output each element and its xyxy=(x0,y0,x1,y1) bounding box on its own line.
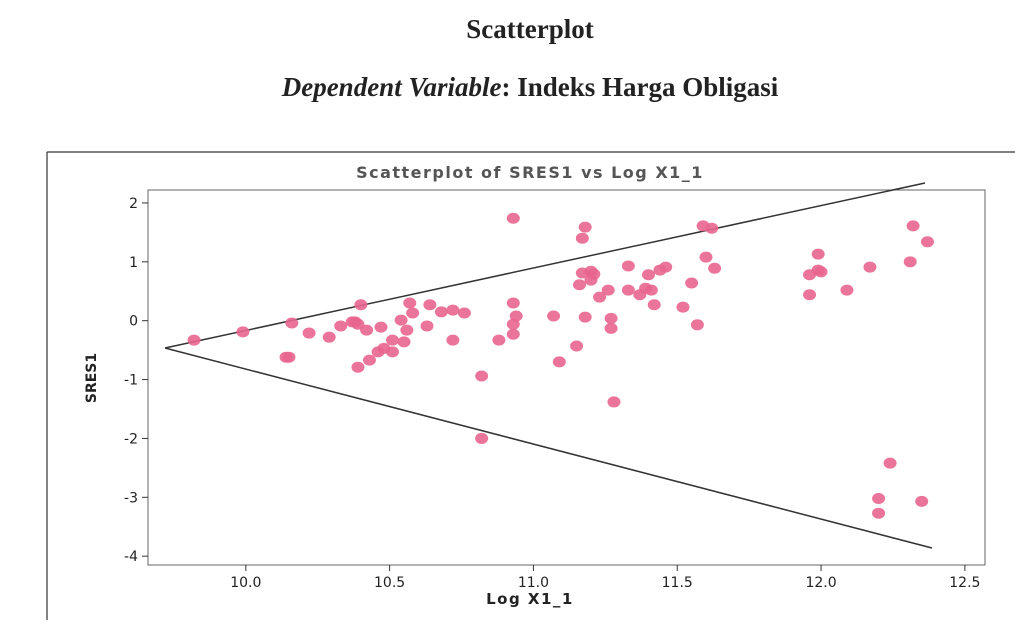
point xyxy=(814,266,828,278)
point xyxy=(434,306,448,318)
point xyxy=(187,334,201,346)
point xyxy=(699,251,713,263)
y-tick-label: -3 xyxy=(124,490,138,506)
point xyxy=(803,289,817,301)
point xyxy=(903,256,917,268)
chart-title: Scatterplot of SRES1 vs Log X1_1 xyxy=(356,163,704,182)
point xyxy=(351,361,365,373)
point xyxy=(282,351,296,363)
point xyxy=(475,370,489,382)
point xyxy=(872,507,886,519)
point xyxy=(607,396,621,408)
point xyxy=(334,320,348,332)
point xyxy=(584,274,598,286)
point xyxy=(406,307,420,319)
point xyxy=(506,318,520,330)
overlay-line xyxy=(164,182,926,349)
point xyxy=(506,212,520,224)
point xyxy=(403,297,417,309)
point xyxy=(915,495,929,507)
point xyxy=(420,320,434,332)
point xyxy=(920,236,934,248)
point xyxy=(644,284,658,296)
overlay-line xyxy=(164,347,933,549)
y-axis-label: SRES1 xyxy=(84,353,100,403)
point xyxy=(362,354,376,366)
caption: Dependent Variable: Indeks Harga Obligas… xyxy=(281,72,779,102)
point xyxy=(475,432,489,444)
x-tick-label: 11.5 xyxy=(662,575,693,591)
point xyxy=(685,277,699,289)
x-tick-label: 12.5 xyxy=(949,575,980,591)
point xyxy=(572,279,586,291)
point xyxy=(906,220,920,232)
point xyxy=(863,261,877,273)
point xyxy=(360,324,374,336)
point xyxy=(840,284,854,296)
y-tick-label: 1 xyxy=(129,255,138,271)
point xyxy=(570,340,584,352)
y-tick-label: 2 xyxy=(129,196,138,212)
point xyxy=(641,269,655,281)
point xyxy=(647,299,661,311)
point xyxy=(506,297,520,309)
point xyxy=(883,457,897,469)
point xyxy=(351,318,365,330)
y-tick-label: -4 xyxy=(124,549,138,565)
point xyxy=(423,299,437,311)
point xyxy=(400,324,414,336)
plot-area xyxy=(147,189,986,566)
point xyxy=(708,262,722,274)
point xyxy=(705,222,719,234)
point xyxy=(377,342,391,354)
point xyxy=(394,314,408,326)
point xyxy=(397,336,411,348)
point xyxy=(492,334,506,346)
point xyxy=(578,221,592,233)
point xyxy=(285,317,299,329)
point xyxy=(322,331,336,343)
point xyxy=(552,356,566,368)
point xyxy=(621,260,635,272)
point xyxy=(621,284,635,296)
x-tick-label: 10.5 xyxy=(374,575,405,591)
point xyxy=(601,284,615,296)
point xyxy=(506,328,520,340)
point xyxy=(374,321,388,333)
point xyxy=(575,232,589,244)
caption-text: : Indeks Harga Obligasi xyxy=(501,72,778,102)
point xyxy=(690,319,704,331)
point xyxy=(302,327,316,339)
point xyxy=(354,299,368,311)
y-tick-label: -2 xyxy=(124,431,138,447)
page-title: Scatterplot xyxy=(466,14,593,44)
y-tick-label: -1 xyxy=(124,373,138,389)
caption-label: Dependent Variable xyxy=(281,72,502,102)
point xyxy=(547,310,561,322)
point xyxy=(604,312,618,324)
point xyxy=(811,248,825,260)
point xyxy=(676,301,690,313)
y-tick-label: 0 xyxy=(129,314,138,330)
point xyxy=(509,310,523,322)
point xyxy=(593,291,607,303)
point xyxy=(872,492,886,504)
point xyxy=(236,326,250,338)
point xyxy=(578,311,592,323)
x-axis-label: Log X1_1 xyxy=(486,590,574,608)
point xyxy=(385,334,399,346)
x-tick-label: 12.0 xyxy=(805,575,836,591)
point xyxy=(604,322,618,334)
point xyxy=(446,304,460,316)
point xyxy=(457,307,471,319)
x-tick-label: 10.0 xyxy=(230,575,261,591)
x-tick-label: 11.0 xyxy=(518,575,549,591)
point xyxy=(659,261,673,273)
point xyxy=(446,334,460,346)
